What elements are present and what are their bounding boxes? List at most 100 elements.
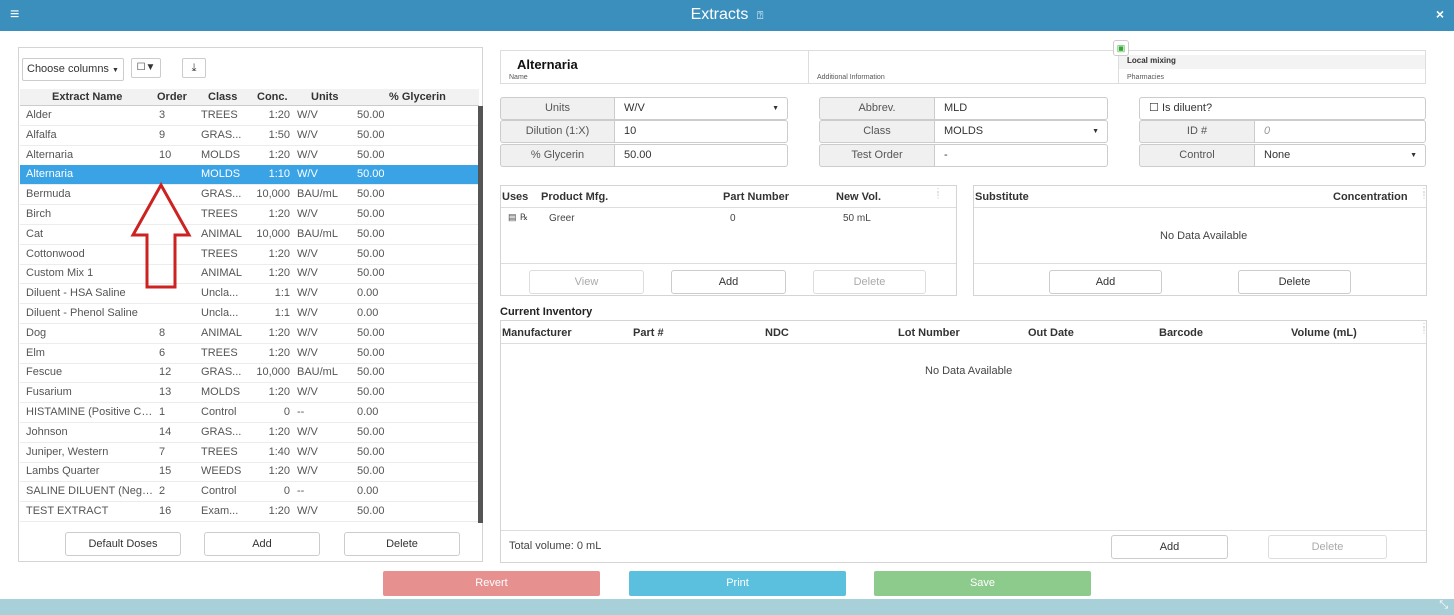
pharmacies-cell: Local mixing Pharmacies: [1118, 50, 1426, 84]
title-bar: ≡ Extracts ⍰ ×: [0, 0, 1454, 31]
cell-class: Control: [201, 406, 237, 418]
column-menu-icon[interactable]: ⋮ ⋮: [1420, 322, 1428, 335]
cell-name: TEST EXTRACT: [26, 505, 109, 517]
table-row[interactable]: Johnson 14 GRAS... 1:20 W/V 50.00: [20, 423, 479, 443]
cell-class: Control: [201, 485, 237, 498]
cell-conc: 1:20: [268, 208, 290, 220]
cell-name: HISTAMINE (Positive Co...: [26, 406, 154, 418]
col-header-order[interactable]: Order: [157, 91, 187, 103]
table-row[interactable]: Diluent - Phenol Saline Uncla... 1:1 W/V 0.0…: [20, 304, 479, 324]
cell-order: 12: [159, 366, 172, 379]
additional-info-cell[interactable]: Additional Information: [808, 50, 1119, 84]
table-row[interactable]: Dog 8 ANIMAL 1:20 W/V 50.00: [20, 324, 479, 344]
dilution-input[interactable]: 10: [614, 120, 788, 143]
inventory-header: Manufacturer Part # NDC Lot Number Out D…: [501, 321, 1428, 344]
cell-name: Lambs Quarter: [26, 465, 100, 478]
default-doses-button[interactable]: Default Doses: [65, 532, 181, 556]
col-header-glycerin[interactable]: % Glycerin: [389, 91, 446, 103]
revert-button[interactable]: Revert: [383, 571, 600, 596]
print-button[interactable]: Print: [629, 571, 846, 596]
save-button[interactable]: Save: [874, 571, 1091, 596]
resize-icon[interactable]: ⤡: [1439, 599, 1448, 611]
table-row[interactable]: Alfalfa 9 GRAS... 1:50 W/V 50.00: [20, 126, 479, 146]
cell-class: Uncla...: [201, 307, 239, 319]
table-row[interactable]: Birch TREES 1:20 W/V 50.00: [20, 205, 479, 225]
table-row[interactable]: HISTAMINE (Positive Co... 1 Control 0 -- 0.00: [20, 403, 479, 423]
cell-order: 7: [159, 445, 166, 458]
col-header-conc[interactable]: Conc.: [257, 91, 288, 103]
table-row[interactable]: Juniper, Western 7 TREES 1:40 W/V 50.00: [20, 443, 479, 463]
close-icon[interactable]: ×: [1435, 6, 1444, 22]
table-row[interactable]: Alder 3 TREES 1:20 W/V 50.00: [20, 106, 479, 126]
table-row[interactable]: Alternaria 10 MOLDS 1:20 W/V 50.00: [20, 146, 479, 166]
class-select[interactable]: MOLDS ▼: [934, 120, 1108, 143]
choose-columns-dropdown[interactable]: Choose columns ▼: [22, 58, 124, 81]
id-input[interactable]: 0: [1254, 120, 1426, 143]
delete-inventory-button[interactable]: Delete: [1268, 535, 1387, 559]
glycerin-input[interactable]: 50.00: [614, 144, 788, 167]
table-row[interactable]: Cat ANIMAL 10,000 BAU/mL 50.00: [20, 225, 479, 245]
clipboard-icon[interactable]: ▤: [508, 212, 517, 222]
inventory-title: Current Inventory: [500, 306, 593, 318]
col-header-concentration: Concentration: [1333, 191, 1408, 203]
table-row[interactable]: Custom Mix 1 ANIMAL 1:20 W/V 50.00: [20, 264, 479, 285]
pharmacy-row[interactable]: Local mixing: [1119, 55, 1425, 69]
add-substitute-button[interactable]: Add: [1049, 270, 1162, 294]
grid-scrollbar[interactable]: [478, 106, 483, 523]
cell-units: W/V: [297, 307, 318, 319]
filter-button[interactable]: ☐▼: [131, 58, 161, 78]
delete-extract-button[interactable]: Delete: [344, 532, 460, 556]
delete-substitute-button[interactable]: Delete: [1238, 270, 1351, 294]
column-menu-icon[interactable]: ⋮ ⋮: [1420, 187, 1428, 200]
table-row[interactable]: Diluent - HSA Saline Uncla... 1:1 W/V 0.00: [20, 284, 479, 305]
col-header-extract-name[interactable]: Extract Name: [52, 91, 123, 103]
column-menu-icon[interactable]: ⋮ ⋮: [934, 187, 942, 200]
cell-class: MOLDS: [201, 386, 241, 399]
cell-conc: 1:20: [268, 247, 290, 260]
cell-order: 8: [159, 326, 166, 339]
table-row[interactable]: Elm 6 TREES 1:20 W/V 50.00: [20, 344, 479, 364]
col-header-class[interactable]: Class: [208, 91, 238, 103]
col-header-units[interactable]: Units: [311, 91, 339, 103]
view-product-button[interactable]: View: [529, 270, 644, 294]
table-row[interactable]: Bermuda GRAS... 10,000 BAU/mL 50.00: [20, 185, 479, 206]
cell-glycerin: 50.00: [357, 188, 385, 201]
is-diluent-checkbox[interactable]: ☐ Is diluent?: [1139, 97, 1426, 120]
table-row[interactable]: Fusarium 13 MOLDS 1:20 W/V 50.00: [20, 383, 479, 404]
download-button[interactable]: ⤓: [182, 58, 206, 78]
add-product-button[interactable]: Add: [671, 270, 786, 294]
help-icon[interactable]: ⍰: [756, 10, 764, 22]
units-select[interactable]: W/V ▼: [614, 97, 788, 120]
col-header-volume: Volume (mL): [1291, 327, 1357, 339]
cell-glycerin: 50.00: [357, 208, 385, 220]
choose-columns-label: Choose columns: [27, 63, 109, 75]
abbrev-input[interactable]: MLD: [934, 97, 1108, 120]
cell-name: Johnson: [26, 425, 68, 438]
products-header: Uses Product Mfg. Part Number New Vol. ⋮…: [501, 186, 956, 208]
cell-units: W/V: [297, 109, 318, 121]
test-order-input[interactable]: -: [934, 144, 1108, 167]
table-row[interactable]: SALINE DILUENT (Negat... 2 Control 0 -- 0.00: [20, 482, 479, 503]
pharmacy-add-icon[interactable]: ▣: [1113, 40, 1129, 56]
table-row[interactable]: Cottonwood TREES 1:20 W/V 50.00: [20, 245, 479, 265]
hamburger-menu-icon[interactable]: ≡: [10, 6, 20, 23]
cell-units: W/V: [297, 148, 318, 161]
table-row[interactable]: Alternaria MOLDS 1:10 W/V 50.00: [20, 165, 479, 186]
add-inventory-button[interactable]: Add: [1111, 535, 1228, 559]
rx-icon[interactable]: ℞: [520, 212, 529, 222]
col-header-new-vol: New Vol.: [836, 191, 882, 203]
cell-glycerin: 50.00: [357, 465, 385, 478]
control-select[interactable]: None ▼: [1254, 144, 1426, 167]
table-row[interactable]: TEST EXTRACT 16 Exam... 1:20 W/V 50.00: [20, 502, 479, 522]
cell-class: MOLDS: [201, 168, 241, 181]
cell-order: 9: [159, 128, 166, 141]
add-extract-button[interactable]: Add: [204, 532, 320, 556]
cell-units: W/V: [297, 208, 318, 220]
cell-glycerin: 50.00: [357, 346, 385, 359]
table-row[interactable]: Fescue 12 GRAS... 10,000 BAU/mL 50.00: [20, 363, 479, 384]
cell-glycerin: 0.00: [357, 406, 379, 418]
table-row[interactable]: Lambs Quarter 15 WEEDS 1:20 W/V 50.00: [20, 462, 479, 483]
delete-product-button[interactable]: Delete: [813, 270, 926, 294]
product-row[interactable]: ▤ ℞ Greer 0 50 mL: [501, 209, 956, 227]
products-panel: Uses Product Mfg. Part Number New Vol. ⋮…: [500, 185, 957, 296]
